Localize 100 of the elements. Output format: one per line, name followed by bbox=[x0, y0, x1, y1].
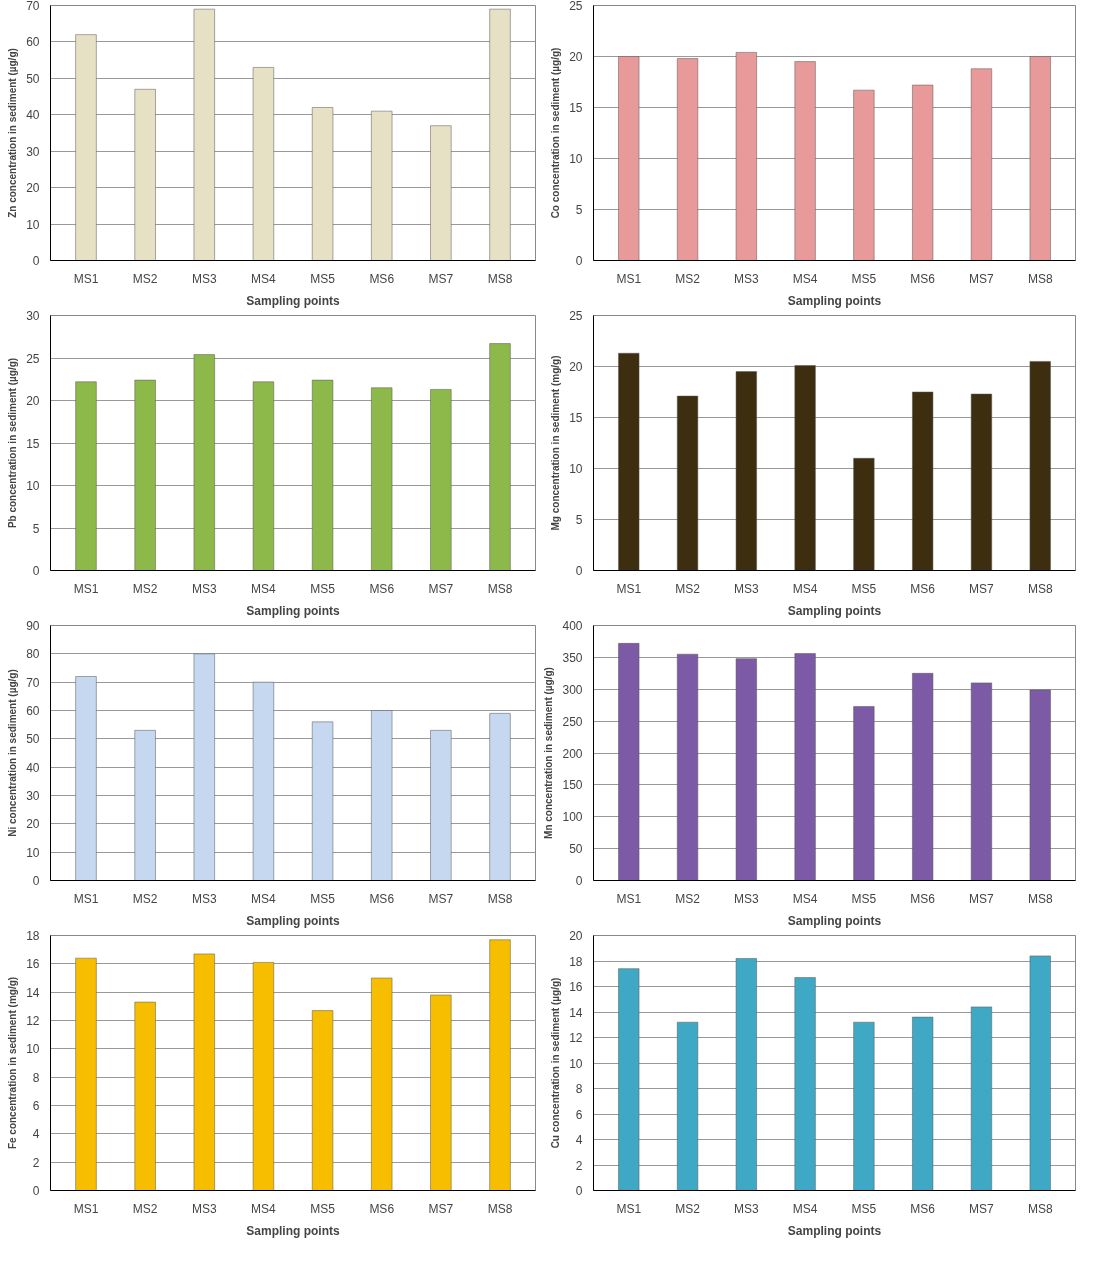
x-tick-label: MS8 bbox=[1027, 271, 1053, 286]
y-axis-title: Fe concentration in sediment (mg/g) bbox=[7, 976, 19, 1150]
y-tick-label: 300 bbox=[562, 682, 583, 697]
x-tick-label: MS6 bbox=[910, 271, 936, 286]
x-tick-label: MS8 bbox=[487, 581, 513, 596]
x-axis-title: Sampling points bbox=[787, 1223, 882, 1238]
x-tick-label: MS2 bbox=[132, 891, 158, 906]
y-tick-label: 400 bbox=[562, 619, 583, 633]
x-tick-label: MS3 bbox=[733, 271, 759, 286]
x-tick-label: MS7 bbox=[428, 1201, 454, 1216]
x-tick-label: MS1 bbox=[73, 1201, 99, 1216]
y-tick-label: 5 bbox=[575, 203, 583, 217]
y-tick-label: 10 bbox=[26, 845, 40, 860]
y-tick-label: 10 bbox=[26, 1042, 40, 1057]
x-tick-label: MS7 bbox=[969, 1201, 995, 1216]
y-tick-label: 30 bbox=[26, 789, 40, 803]
x-tick-label: MS5 bbox=[851, 581, 877, 596]
y-tick-label: 14 bbox=[569, 1005, 583, 1020]
x-tick-label: MS1 bbox=[616, 1201, 642, 1216]
x-axis-title: Sampling points bbox=[246, 913, 340, 928]
y-tick-label: 60 bbox=[26, 35, 40, 50]
y-axis-title: Cu concentration in sediment (µg/g) bbox=[550, 977, 562, 1149]
y-tick-label: 10 bbox=[569, 1056, 583, 1071]
x-tick-label: MS5 bbox=[310, 1201, 336, 1216]
x-tick-label: MS5 bbox=[851, 271, 877, 286]
x-tick-label: MS5 bbox=[310, 891, 336, 906]
y-tick-label: 18 bbox=[26, 929, 40, 943]
y-tick-label: 2 bbox=[32, 1155, 40, 1170]
y-tick-label: 18 bbox=[569, 954, 583, 969]
y-tick-label: 80 bbox=[26, 647, 40, 662]
y-tick-label: 100 bbox=[562, 810, 583, 825]
x-tick-label: MS2 bbox=[675, 581, 701, 596]
x-axis-title: Sampling points bbox=[246, 293, 340, 308]
x-tick-label: MS3 bbox=[191, 581, 217, 596]
x-tick-label: MS1 bbox=[616, 891, 642, 906]
x-tick-label: MS5 bbox=[310, 581, 336, 596]
x-tick-label: MS3 bbox=[191, 1201, 217, 1216]
y-tick-label: 60 bbox=[26, 704, 40, 718]
y-tick-label: 0 bbox=[575, 874, 583, 888]
y-tick-label: 25 bbox=[26, 351, 40, 366]
y-tick-label: 15 bbox=[569, 411, 583, 425]
y-tick-label: 12 bbox=[26, 1014, 40, 1028]
y-tick-label: 20 bbox=[26, 181, 40, 196]
y-tick-label: 40 bbox=[26, 760, 40, 775]
x-tick-label: MS4 bbox=[251, 581, 277, 596]
x-tick-label: MS3 bbox=[191, 891, 217, 906]
y-tick-label: 12 bbox=[569, 1031, 583, 1045]
y-tick-label: 5 bbox=[32, 521, 40, 536]
x-tick-label: MS7 bbox=[428, 581, 454, 596]
y-axis-title: Co concentration in sediment (µg/g) bbox=[550, 47, 562, 219]
y-tick-label: 10 bbox=[569, 152, 583, 166]
y-axis-title: Zn concentration in sediment (µg/g) bbox=[7, 48, 19, 218]
y-tick-label: 8 bbox=[32, 1070, 40, 1085]
y-tick-label: 25 bbox=[569, 309, 583, 323]
x-tick-label: MS4 bbox=[251, 1201, 277, 1216]
x-tick-label: MS3 bbox=[191, 271, 217, 286]
x-tick-label: MS3 bbox=[733, 891, 759, 906]
x-tick-label: MS6 bbox=[910, 891, 936, 906]
y-tick-label: 0 bbox=[575, 1184, 583, 1198]
x-tick-label: MS6 bbox=[910, 581, 936, 596]
y-tick-label: 70 bbox=[26, 0, 40, 13]
x-tick-label: MS1 bbox=[73, 891, 99, 906]
y-tick-label: 16 bbox=[26, 957, 40, 972]
y-tick-label: 0 bbox=[32, 1184, 40, 1198]
y-tick-label: 10 bbox=[26, 217, 40, 232]
x-axis-title: Sampling points bbox=[787, 913, 882, 928]
x-tick-label: MS7 bbox=[969, 581, 995, 596]
y-tick-label: 6 bbox=[575, 1107, 583, 1122]
y-tick-label: 50 bbox=[569, 842, 583, 857]
x-tick-label: MS3 bbox=[733, 1201, 759, 1216]
y-axis-title: Ni concentration in sediment (µg/g) bbox=[7, 669, 19, 837]
x-tick-label: MS2 bbox=[675, 271, 701, 286]
x-tick-label: MS6 bbox=[369, 581, 395, 596]
y-tick-label: 0 bbox=[32, 254, 40, 268]
y-tick-label: 350 bbox=[562, 650, 583, 665]
x-axis-title: Sampling points bbox=[787, 293, 882, 308]
x-tick-label: MS1 bbox=[73, 271, 99, 286]
y-tick-label: 10 bbox=[569, 462, 583, 476]
x-tick-label: MS4 bbox=[792, 891, 818, 906]
y-tick-label: 30 bbox=[26, 309, 40, 323]
y-axis-title: Mn concentration in sediment (µg/g) bbox=[543, 667, 555, 839]
y-tick-label: 0 bbox=[575, 254, 583, 268]
x-tick-label: MS2 bbox=[132, 581, 158, 596]
y-tick-label: 16 bbox=[569, 980, 583, 994]
y-tick-label: 20 bbox=[26, 394, 40, 408]
y-tick-label: 4 bbox=[575, 1133, 583, 1147]
x-tick-label: MS6 bbox=[910, 1201, 936, 1216]
y-tick-label: 200 bbox=[562, 746, 583, 761]
y-axis-title: Pb concentration in sediment (µg/g) bbox=[7, 357, 19, 529]
x-tick-label: MS1 bbox=[616, 271, 642, 286]
x-tick-label: MS5 bbox=[310, 271, 336, 286]
x-tick-label: MS2 bbox=[675, 1201, 701, 1216]
x-tick-label: MS4 bbox=[251, 891, 277, 906]
x-axis-title: Sampling points bbox=[787, 603, 882, 618]
x-tick-label: MS1 bbox=[616, 581, 642, 596]
y-tick-label: 6 bbox=[32, 1099, 40, 1113]
y-axis-title: Mg concentration in sediment (mg/g) bbox=[550, 355, 562, 531]
y-tick-label: 250 bbox=[562, 714, 583, 729]
x-tick-label: MS5 bbox=[851, 891, 877, 906]
y-tick-label: 8 bbox=[575, 1082, 583, 1096]
